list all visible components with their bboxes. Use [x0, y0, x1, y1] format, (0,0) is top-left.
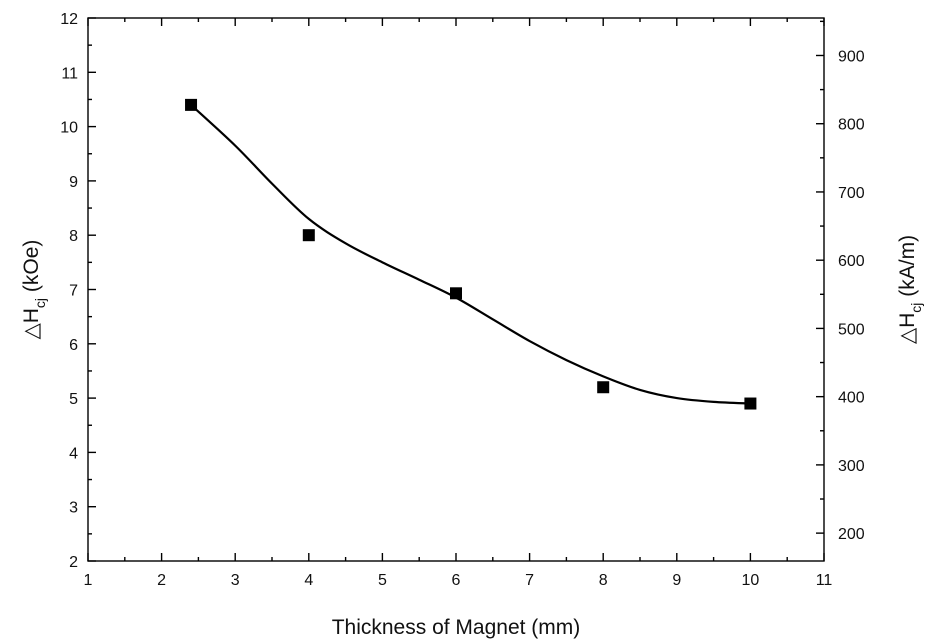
data-point [450, 287, 462, 300]
y-right-tick-label: 200 [838, 526, 865, 543]
plot-area: 1 2 3 4 5 6 7 8 9 10 11234567891011122003004005006… [20, 11, 924, 639]
y-right-tick-label: 800 [838, 117, 865, 134]
y-left-tick-label: 5 [69, 391, 78, 408]
ylabel_right-sub: cj [908, 303, 924, 313]
x-tick-label: 8 [599, 572, 608, 589]
y-left-tick-label: 11 [61, 65, 78, 82]
y-left-tick-label: 8 [69, 228, 78, 245]
ylabel_left-unit: (kOe) [20, 240, 43, 298]
x-tick-label: 1 [84, 572, 93, 589]
y-left-tick-label: 10 [60, 120, 78, 137]
ylabel_left-main: △H [20, 308, 43, 339]
ylabel_right-main: △H [896, 313, 919, 344]
ylabel_left-sub: cj [32, 298, 48, 308]
x-tick-label: 2 [157, 572, 166, 589]
y-right-tick-label: 600 [838, 253, 865, 270]
y-right-tick-label: 700 [838, 185, 865, 202]
y-left-axis-title: △Hcj (kOe) [20, 240, 48, 340]
ylabel_right-unit: (kA/m) [896, 235, 919, 303]
x-tick-label: 9 [672, 572, 681, 589]
y-right-tick-label: 400 [838, 390, 865, 407]
data-point [302, 229, 315, 242]
y-left-tick-label: 4 [69, 445, 78, 462]
x-tick-label: 4 [304, 572, 313, 589]
y-left-tick-label: 9 [69, 174, 78, 191]
y-left-tick-label: 6 [69, 337, 78, 354]
data-point [597, 381, 610, 394]
x-tick-label: 3 [231, 572, 240, 589]
x-tick-label: 5 [378, 572, 387, 589]
x-axis-title: Thickness of Magnet (mm) [332, 616, 581, 639]
fit-curve [190, 104, 751, 405]
y-right-tick-label: 500 [838, 321, 865, 338]
y-left-tick-label: 12 [60, 11, 78, 28]
y-right-tick-label: 900 [838, 48, 865, 65]
x-tick-label: 6 [452, 572, 461, 589]
data-point [185, 98, 198, 111]
y-right-axis-title: △Hcj (kA/m) [896, 235, 924, 344]
y-left-tick-label: 3 [69, 500, 78, 517]
y-left-tick-label: 7 [69, 283, 78, 300]
x-tick-label: 7 [525, 572, 534, 589]
x-tick-label: 11 [816, 572, 833, 589]
x-tick-label: 10 [742, 572, 760, 589]
y-left-tick-label: 2 [69, 554, 78, 571]
data-point [744, 397, 757, 410]
y-right-tick-label: 300 [838, 458, 865, 475]
